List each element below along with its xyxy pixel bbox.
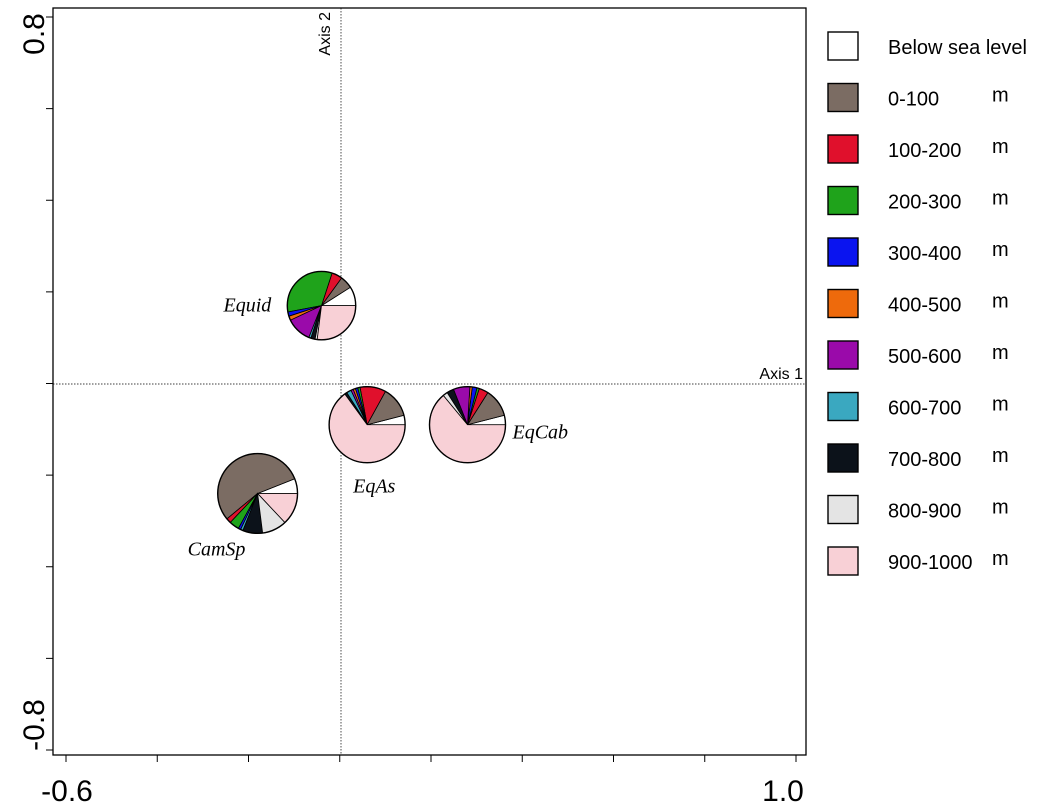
legend-swatch: [827, 546, 859, 576]
legend-item: 900-1000 m: [827, 546, 1009, 576]
pie-label: Equid: [223, 295, 273, 317]
legend-label: 900-1000: [888, 552, 973, 574]
legend-label: 0-100: [888, 89, 939, 111]
y-tick-label-min: -0.8: [18, 699, 51, 751]
axis-ticks: [46, 16, 797, 762]
pie-outline: [217, 452, 299, 535]
pie-label: EqAs: [352, 476, 395, 498]
legend-label: 600-700: [888, 398, 961, 420]
x-tick-label-min: -0.6: [41, 775, 93, 807]
legend-swatch: [827, 494, 859, 525]
legend-swatch: [827, 443, 859, 473]
legend-item: 100-200 m: [827, 134, 1009, 164]
legend-swatch: [827, 288, 859, 319]
legend-unit: m: [992, 445, 1009, 467]
axis-1-name: Axis 1: [759, 366, 803, 383]
legend-label: 300-400: [888, 243, 961, 265]
legend-item: Below sea level: [827, 31, 1027, 61]
pie-slice: [316, 305, 357, 341]
legend-label: 200-300: [888, 192, 961, 214]
x-tick-label-max: 1.0: [762, 775, 804, 807]
legend-unit: m: [992, 136, 1009, 158]
axis-2-name: Axis 2: [317, 12, 334, 56]
legend-item: 500-600 m: [827, 340, 1009, 370]
legend-item: 600-700 m: [827, 391, 1009, 422]
pie-markers: Equid EqAs EqCab CamSp: [188, 270, 569, 560]
legend-item: 200-300 m: [827, 185, 1009, 216]
legend-swatch: [827, 237, 859, 267]
pie-label: CamSp: [188, 538, 246, 560]
plot-frame: [52, 7, 807, 756]
pie-outline: [286, 270, 357, 341]
legend-unit: m: [992, 291, 1009, 313]
pie-outline: [328, 386, 406, 464]
legend-item: 400-500 m: [827, 288, 1009, 319]
legend-item: 300-400 m: [827, 237, 1009, 267]
legend-unit: m: [992, 188, 1009, 210]
legend-swatch: [827, 134, 859, 164]
legend-unit: m: [992, 548, 1009, 570]
pie-eqcab: EqCab: [428, 386, 569, 464]
legend-label: 800-900: [888, 501, 961, 523]
legend-swatch: [827, 82, 859, 113]
legend-unit: m: [992, 497, 1009, 519]
legend-unit: m: [992, 394, 1009, 416]
legend-item: 700-800 m: [827, 443, 1009, 473]
legend-label: 500-600: [888, 346, 961, 368]
legend-item: 800-900 m: [827, 494, 1009, 525]
legend-label: 400-500: [888, 295, 961, 317]
pie-outline: [428, 386, 507, 464]
legend-swatch: [827, 340, 859, 370]
y-tick-label-max: 0.8: [18, 13, 51, 55]
pie-eqas: EqAs: [328, 386, 406, 498]
legend-unit: m: [992, 85, 1009, 107]
legend-item: 0-100 m: [827, 82, 1009, 113]
legend-swatch: [827, 391, 859, 422]
pie-label: EqCab: [512, 422, 569, 444]
legend-unit: m: [992, 239, 1009, 261]
legend-swatch: [827, 31, 859, 61]
legend-label: 700-800: [888, 449, 961, 471]
pie-camsp: CamSp: [188, 452, 299, 560]
legend-swatch: [827, 185, 859, 216]
legend-label: Below sea level: [888, 37, 1027, 59]
pie-equid: Equid: [223, 270, 357, 341]
legend-label: 100-200: [888, 140, 961, 162]
legend-unit: m: [992, 342, 1009, 364]
